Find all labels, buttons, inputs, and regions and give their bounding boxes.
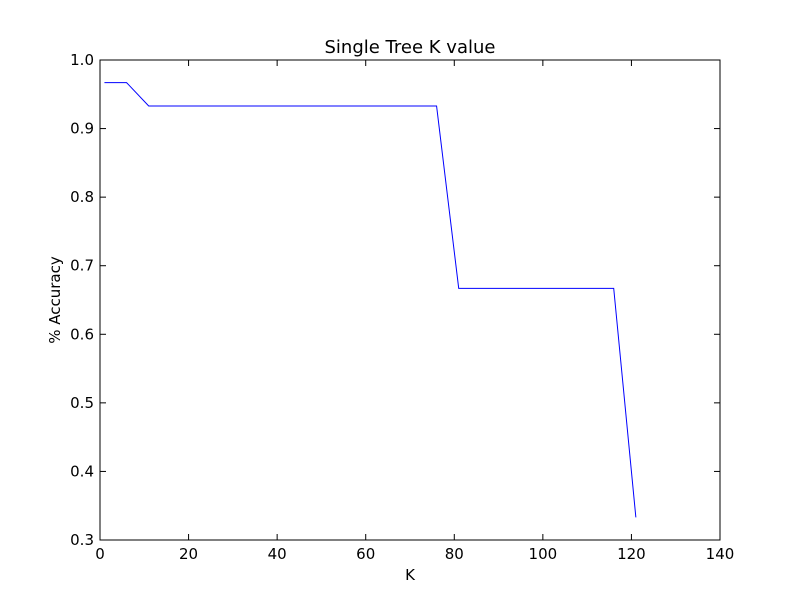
y-axis-label: % Accuracy — [46, 256, 64, 344]
x-tick-label: 60 — [356, 545, 375, 563]
x-axis-label: K — [405, 566, 416, 584]
x-tick-label: 20 — [179, 545, 198, 563]
y-tick-label: 0.7 — [70, 257, 94, 275]
x-tick-label: 100 — [529, 545, 558, 563]
plot-frame — [99, 59, 721, 541]
series-line — [104, 82, 637, 518]
x-tick-label: 0 — [95, 545, 105, 563]
series-layer — [104, 82, 637, 518]
x-tick-label: 40 — [268, 545, 287, 563]
y-tick-label: 0.4 — [70, 462, 94, 480]
y-tick-label: 0.5 — [70, 394, 94, 412]
y-tick-label: 0.6 — [70, 325, 94, 343]
y-tick-label: 0.3 — [70, 531, 94, 549]
y-tick-label: 0.9 — [70, 120, 94, 138]
x-tick-label: 80 — [445, 545, 464, 563]
x-tick-label: 140 — [706, 545, 735, 563]
y-tick-label: 0.8 — [70, 188, 94, 206]
y-tick-label: 1.0 — [70, 51, 94, 69]
y-axis-ticks: 0.3 0.4 0.5 0.6 0.7 0.8 0.9 1.0 — [70, 51, 720, 549]
x-axis-ticks: 0 20 40 60 80 100 120 140 — [95, 60, 734, 563]
chart-title: Single Tree K value — [325, 37, 496, 58]
x-tick-label: 120 — [617, 545, 646, 563]
